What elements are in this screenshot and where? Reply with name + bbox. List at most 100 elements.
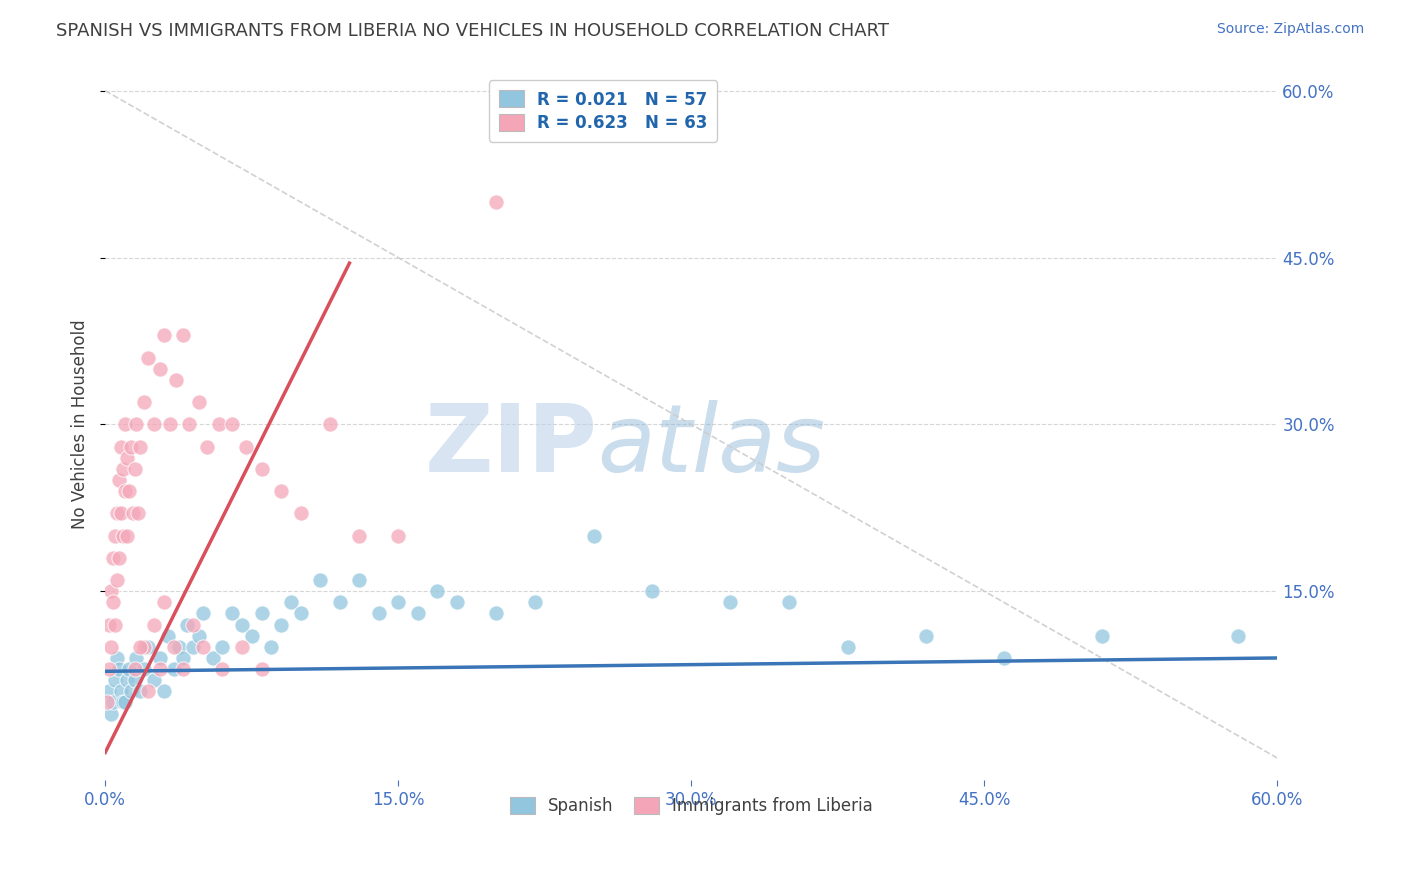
Point — [159, 417, 181, 432]
Point — [149, 651, 172, 665]
Point — [127, 507, 149, 521]
Point — [914, 629, 936, 643]
Point — [231, 640, 253, 654]
Point — [524, 595, 547, 609]
Point — [181, 617, 204, 632]
Point — [195, 440, 218, 454]
Point — [101, 550, 124, 565]
Point — [111, 695, 134, 709]
Point — [104, 528, 127, 542]
Point — [165, 373, 187, 387]
Point — [118, 484, 141, 499]
Point — [426, 584, 449, 599]
Point — [101, 695, 124, 709]
Point — [153, 328, 176, 343]
Point — [98, 617, 121, 632]
Point — [98, 684, 121, 698]
Point — [250, 462, 273, 476]
Point — [101, 595, 124, 609]
Point — [211, 662, 233, 676]
Point — [105, 507, 128, 521]
Point — [387, 528, 409, 542]
Point — [156, 629, 179, 643]
Point — [260, 640, 283, 654]
Point — [105, 573, 128, 587]
Text: SPANISH VS IMMIGRANTS FROM LIBERIA NO VEHICLES IN HOUSEHOLD CORRELATION CHART: SPANISH VS IMMIGRANTS FROM LIBERIA NO VE… — [56, 22, 889, 40]
Point — [347, 573, 370, 587]
Point — [176, 617, 198, 632]
Point — [169, 640, 191, 654]
Point — [290, 507, 312, 521]
Point — [114, 484, 136, 499]
Point — [231, 617, 253, 632]
Point — [134, 640, 156, 654]
Point — [329, 595, 352, 609]
Point — [582, 528, 605, 542]
Point — [120, 684, 142, 698]
Point — [134, 662, 156, 676]
Point — [136, 351, 159, 365]
Point — [98, 662, 121, 676]
Point — [120, 440, 142, 454]
Point — [114, 695, 136, 709]
Point — [485, 194, 508, 209]
Point — [105, 651, 128, 665]
Point — [121, 507, 143, 521]
Point — [179, 417, 201, 432]
Y-axis label: No Vehicles in Household: No Vehicles in Household — [72, 319, 89, 529]
Point — [485, 607, 508, 621]
Text: Source: ZipAtlas.com: Source: ZipAtlas.com — [1216, 22, 1364, 37]
Point — [100, 584, 122, 599]
Point — [110, 507, 132, 521]
Point — [134, 395, 156, 409]
Point — [124, 662, 146, 676]
Point — [250, 607, 273, 621]
Point — [108, 662, 131, 676]
Point — [347, 528, 370, 542]
Point — [250, 662, 273, 676]
Point — [136, 640, 159, 654]
Point — [1090, 629, 1112, 643]
Point — [136, 684, 159, 698]
Point — [270, 617, 292, 632]
Point — [172, 662, 194, 676]
Point — [309, 573, 332, 587]
Point — [149, 361, 172, 376]
Point — [191, 607, 214, 621]
Point — [115, 528, 138, 542]
Point — [406, 607, 429, 621]
Point — [143, 417, 166, 432]
Point — [387, 595, 409, 609]
Point — [125, 651, 148, 665]
Point — [129, 640, 152, 654]
Point — [100, 706, 122, 721]
Text: ZIP: ZIP — [425, 400, 598, 491]
Point — [118, 662, 141, 676]
Point — [149, 662, 172, 676]
Point — [221, 417, 243, 432]
Point — [114, 417, 136, 432]
Point — [143, 617, 166, 632]
Point — [207, 417, 229, 432]
Point — [125, 417, 148, 432]
Point — [181, 640, 204, 654]
Point — [270, 484, 292, 499]
Point — [319, 417, 342, 432]
Point — [115, 450, 138, 465]
Point — [111, 528, 134, 542]
Point — [96, 695, 118, 709]
Point — [188, 629, 211, 643]
Point — [240, 629, 263, 643]
Point — [290, 607, 312, 621]
Point — [124, 673, 146, 688]
Point — [111, 462, 134, 476]
Point — [153, 595, 176, 609]
Point — [641, 584, 664, 599]
Point — [188, 395, 211, 409]
Point — [172, 651, 194, 665]
Point — [162, 662, 184, 676]
Point — [837, 640, 859, 654]
Point — [129, 440, 152, 454]
Point — [718, 595, 741, 609]
Point — [993, 651, 1015, 665]
